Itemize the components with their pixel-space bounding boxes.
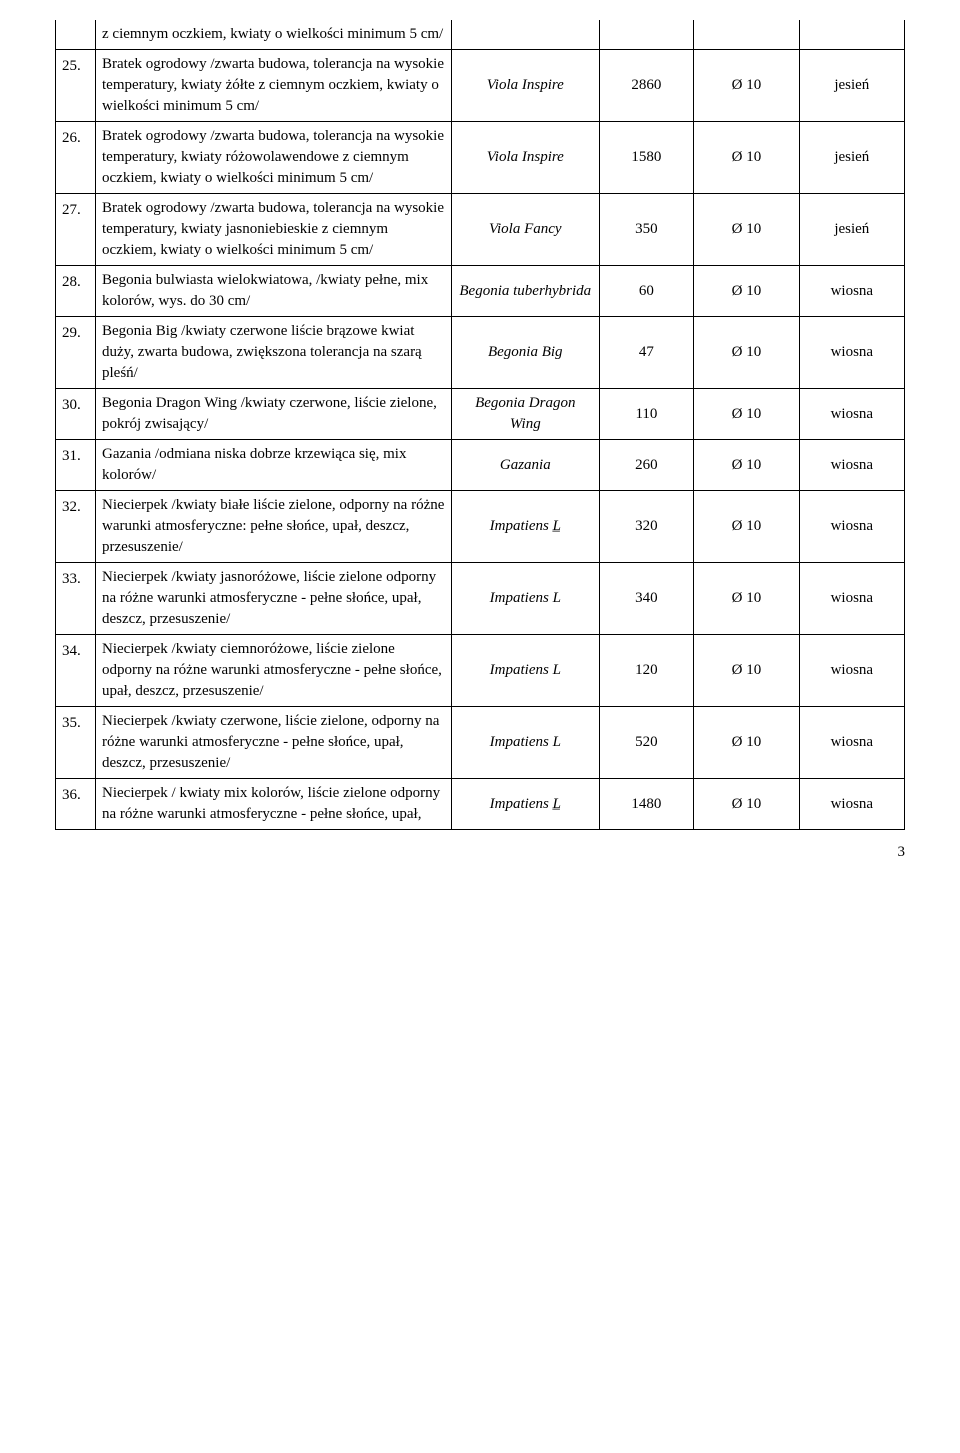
table-row: 32.Niecierpek /kwiaty białe liście zielo…	[56, 491, 905, 563]
row-desc: Niecierpek /kwiaty białe liście zielone,…	[96, 491, 452, 563]
row-num: 28.	[56, 266, 96, 317]
table-row: 33.Niecierpek /kwiaty jasnoróżowe, liści…	[56, 563, 905, 635]
row-num: 34.	[56, 635, 96, 707]
row-season: wiosna	[799, 707, 904, 779]
row-qty: 60	[599, 266, 694, 317]
row-latin: Impatiens L	[452, 563, 599, 635]
row-qty: 1580	[599, 122, 694, 194]
row-desc: Bratek ogrodowy /zwarta budowa, toleranc…	[96, 50, 452, 122]
row-dia: Ø 10	[694, 194, 799, 266]
row-dia: Ø 10	[694, 50, 799, 122]
row-season: wiosna	[799, 317, 904, 389]
row-dia: Ø 10	[694, 491, 799, 563]
row-num: 27.	[56, 194, 96, 266]
table-row: 30.Begonia Dragon Wing /kwiaty czerwone,…	[56, 389, 905, 440]
row-desc: Niecierpek /kwiaty jasnoróżowe, liście z…	[96, 563, 452, 635]
row-season: jesień	[799, 122, 904, 194]
row-season: jesień	[799, 50, 904, 122]
row-season: wiosna	[799, 440, 904, 491]
row-desc: Begonia bulwiasta wielokwiatowa, /kwiaty…	[96, 266, 452, 317]
table-row: 31.Gazania /odmiana niska dobrze krzewią…	[56, 440, 905, 491]
row-latin: Viola Fancy	[452, 194, 599, 266]
table-row: 26.Bratek ogrodowy /zwarta budowa, toler…	[56, 122, 905, 194]
row-num: 25.	[56, 50, 96, 122]
row-num: 32.	[56, 491, 96, 563]
row-qty: 350	[599, 194, 694, 266]
row-qty: 110	[599, 389, 694, 440]
table-row: 27.Bratek ogrodowy /zwarta budowa, toler…	[56, 194, 905, 266]
row-latin: Gazania	[452, 440, 599, 491]
row-latin: Impatiens L̲	[452, 491, 599, 563]
row-latin: Begonia Dragon Wing	[452, 389, 599, 440]
row-qty: 1480	[599, 779, 694, 830]
row-latin	[452, 20, 599, 50]
row-dia: Ø 10	[694, 779, 799, 830]
plants-table: z ciemnym oczkiem, kwiaty o wielkości mi…	[55, 20, 905, 830]
row-latin: Impatiens L	[452, 635, 599, 707]
row-num	[56, 20, 96, 50]
row-latin: Impatiens L	[452, 707, 599, 779]
row-num: 35.	[56, 707, 96, 779]
table-row: 35.Niecierpek /kwiaty czerwone, liście z…	[56, 707, 905, 779]
row-season: wiosna	[799, 563, 904, 635]
row-qty	[599, 20, 694, 50]
row-dia: Ø 10	[694, 563, 799, 635]
row-season	[799, 20, 904, 50]
row-season: jesień	[799, 194, 904, 266]
row-qty: 47	[599, 317, 694, 389]
row-qty: 340	[599, 563, 694, 635]
row-desc: z ciemnym oczkiem, kwiaty o wielkości mi…	[96, 20, 452, 50]
row-dia: Ø 10	[694, 635, 799, 707]
row-num: 33.	[56, 563, 96, 635]
row-num: 31.	[56, 440, 96, 491]
row-desc: Niecierpek / kwiaty mix kolorów, liście …	[96, 779, 452, 830]
table-row-continuation: z ciemnym oczkiem, kwiaty o wielkości mi…	[56, 20, 905, 50]
row-num: 30.	[56, 389, 96, 440]
row-desc: Bratek ogrodowy /zwarta budowa, toleranc…	[96, 194, 452, 266]
row-desc: Niecierpek /kwiaty ciemnoróżowe, liście …	[96, 635, 452, 707]
row-num: 36.	[56, 779, 96, 830]
page-number: 3	[55, 844, 905, 861]
table-row: 34.Niecierpek /kwiaty ciemnoróżowe, liśc…	[56, 635, 905, 707]
row-latin: Begonia tuberhybrida	[452, 266, 599, 317]
row-desc: Niecierpek /kwiaty czerwone, liście ziel…	[96, 707, 452, 779]
table-row: 36.Niecierpek / kwiaty mix kolorów, liśc…	[56, 779, 905, 830]
row-season: wiosna	[799, 491, 904, 563]
row-season: wiosna	[799, 779, 904, 830]
row-dia	[694, 20, 799, 50]
row-dia: Ø 10	[694, 389, 799, 440]
row-desc: Gazania /odmiana niska dobrze krzewiąca …	[96, 440, 452, 491]
row-latin: Viola Inspire	[452, 50, 599, 122]
table-row: 28.Begonia bulwiasta wielokwiatowa, /kwi…	[56, 266, 905, 317]
row-desc: Begonia Big /kwiaty czerwone liście brąz…	[96, 317, 452, 389]
row-season: wiosna	[799, 389, 904, 440]
row-latin: Viola Inspire	[452, 122, 599, 194]
row-season: wiosna	[799, 635, 904, 707]
row-desc: Bratek ogrodowy /zwarta budowa, toleranc…	[96, 122, 452, 194]
row-desc: Begonia Dragon Wing /kwiaty czerwone, li…	[96, 389, 452, 440]
table-row: 29.Begonia Big /kwiaty czerwone liście b…	[56, 317, 905, 389]
row-qty: 2860	[599, 50, 694, 122]
row-qty: 520	[599, 707, 694, 779]
row-qty: 120	[599, 635, 694, 707]
row-qty: 260	[599, 440, 694, 491]
row-dia: Ø 10	[694, 707, 799, 779]
row-dia: Ø 10	[694, 440, 799, 491]
row-dia: Ø 10	[694, 266, 799, 317]
row-latin: Impatiens L̲	[452, 779, 599, 830]
row-latin: Begonia Big	[452, 317, 599, 389]
row-num: 26.	[56, 122, 96, 194]
row-dia: Ø 10	[694, 317, 799, 389]
row-dia: Ø 10	[694, 122, 799, 194]
row-num: 29.	[56, 317, 96, 389]
row-qty: 320	[599, 491, 694, 563]
table-row: 25.Bratek ogrodowy /zwarta budowa, toler…	[56, 50, 905, 122]
row-season: wiosna	[799, 266, 904, 317]
